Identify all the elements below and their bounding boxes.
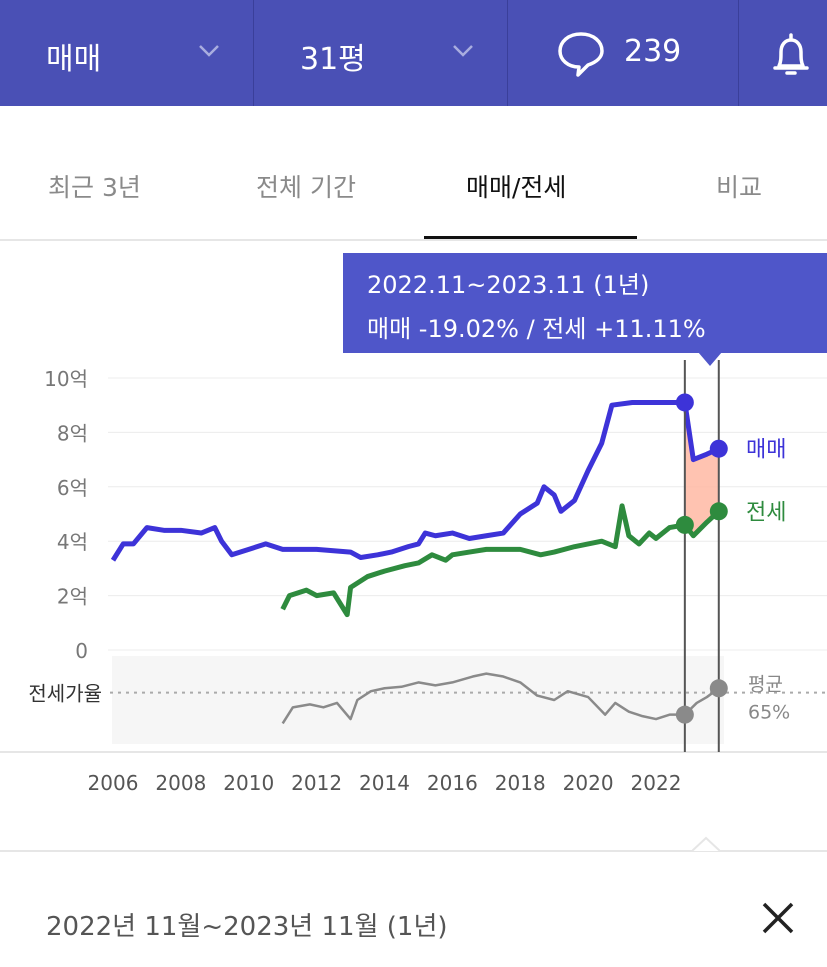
x-tick-label: 2022 [631,771,682,795]
price-chart[interactable]: 10억 8억 6억 4억 2억 0 전세가율 평균 65% 2006 2008 2010 2012 201… [0,360,827,805]
tab-compare[interactable]: 비교 [716,173,763,202]
x-tick-label: 2010 [223,771,274,795]
jeonse-marker [709,502,728,521]
ratio-label: 전세가율 [28,682,102,706]
sale-marker [675,393,694,412]
chevron-down-icon [199,45,219,57]
ratio-marker [709,679,728,698]
bell-icon [773,33,809,75]
comments-button[interactable]: 239 [508,0,738,106]
chevron-down-icon [453,45,473,57]
size-label: 31평 [300,42,366,77]
deal-type-dropdown[interactable]: 매매 [0,0,253,106]
y-tick-label: 10억 [44,367,88,391]
y-tick-label: 8억 [57,421,88,445]
series-line-ratio [281,672,720,725]
ratio-marker [675,705,694,724]
x-tick-label: 2008 [155,771,206,795]
comment-count: 239 [624,34,682,69]
tab-recent-3y[interactable]: 최근 3년 [48,173,141,202]
active-tab-indicator [424,236,637,239]
notification-button[interactable] [739,0,827,106]
y-tick-label: 4억 [57,530,88,554]
y-tick-label: 0 [75,639,88,663]
tabs-divider [0,239,827,241]
x-tick-label: 2014 [359,771,410,795]
footer-pointer [692,836,720,852]
speech-bubble-icon [558,32,604,77]
tooltip-period: 2022.11~2023.11 (1년) [367,271,650,299]
top-bar: 매매 31평 239 [0,0,827,106]
jeonse-marker [675,515,694,534]
avg-label: 평균 [748,674,783,696]
y-tick-label: 2억 [57,585,88,609]
x-tick-label: 2020 [563,771,614,795]
series-label-jeonse: 전세 [746,500,786,525]
tooltip-change: 매매 -19.02% / 전세 +11.11% [367,315,706,343]
tab-all-period[interactable]: 전체 기간 [256,173,356,202]
y-tick-label: 6억 [57,476,88,500]
series-label-sale: 매매 [746,438,786,463]
highlight-area [684,402,719,536]
x-tick-label: 2016 [427,771,478,795]
series-line-sale [110,399,720,562]
tab-sale-jeonse[interactable]: 매매/전세 [466,173,567,202]
avg-value: 65% [748,702,790,724]
series-line-jeonse [280,503,721,618]
chart-bottom-divider [0,850,827,852]
x-tick-label: 2018 [495,771,546,795]
tooltip-arrow [698,352,722,366]
period-tooltip: 2022.11~2023.11 (1년) 매매 -19.02% / 전세 +11… [343,253,827,353]
x-tick-label: 2006 [88,771,139,795]
selected-period-text: 2022년 11월~2023년 11월 (1년) [46,912,448,942]
size-dropdown[interactable]: 31평 [254,0,507,106]
x-tick-label: 2012 [291,771,342,795]
sale-marker [709,439,728,458]
deal-type-label: 매매 [46,42,102,77]
close-icon[interactable] [758,898,798,938]
ratio-band-bg [112,656,724,744]
